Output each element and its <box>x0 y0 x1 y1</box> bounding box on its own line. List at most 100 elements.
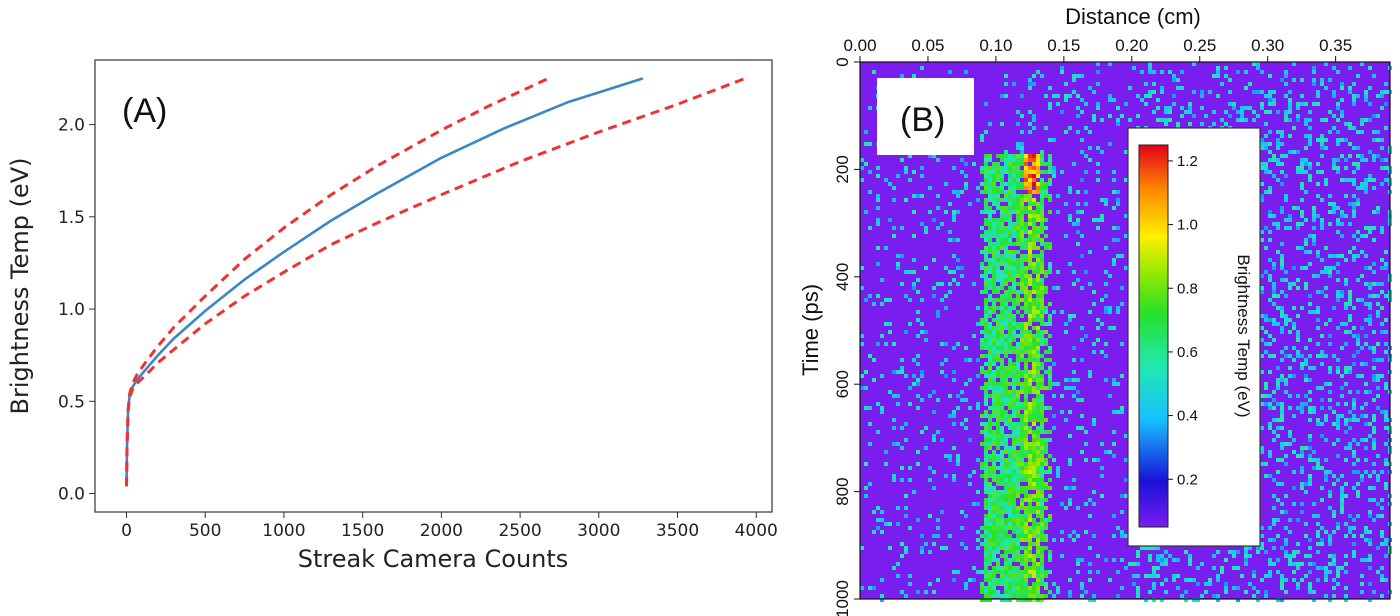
heatmap-cell <box>992 358 996 362</box>
heatmap-cell <box>1040 290 1044 294</box>
heatmap-cell <box>1304 394 1308 398</box>
heatmap-cell <box>920 546 924 550</box>
heatmap-cell <box>1316 290 1320 294</box>
heatmap-cell <box>1012 350 1016 354</box>
heatmap-cell <box>1244 106 1248 110</box>
heatmap-cell <box>1040 406 1044 410</box>
heatmap-cell <box>992 574 996 578</box>
heatmap-cell <box>1040 446 1044 450</box>
heatmap-cell <box>1036 338 1040 342</box>
heatmap-cell <box>924 266 928 270</box>
heatmap-cell <box>988 214 992 218</box>
heatmap-cell <box>1000 230 1004 234</box>
heatmap-cell <box>1040 270 1044 274</box>
heatmap-cell <box>1032 506 1036 510</box>
heatmap-cell <box>1272 478 1276 482</box>
heatmap-cell <box>1020 490 1024 494</box>
heatmap-cell <box>1032 178 1036 182</box>
heatmap-cell <box>884 462 888 466</box>
heatmap-cell <box>1148 62 1152 66</box>
heatmap-cell <box>1144 102 1148 106</box>
heatmap-cell <box>1384 410 1388 414</box>
heatmap-cell <box>1332 442 1336 446</box>
heatmap-cell <box>1020 434 1024 438</box>
heatmap-cell <box>1076 190 1080 194</box>
heatmap-cell <box>988 194 992 198</box>
heatmap-cell <box>992 470 996 474</box>
heatmap-cell <box>876 174 880 178</box>
panel-a-label: (A) <box>122 92 167 130</box>
heatmap-cell <box>1152 582 1156 586</box>
heatmap-cell <box>1044 306 1048 310</box>
heatmap-cell <box>1308 262 1312 266</box>
heatmap-frame <box>859 61 1391 600</box>
heatmap-cell <box>1360 182 1364 186</box>
heatmap-cell <box>1016 290 1020 294</box>
heatmap-cell <box>1008 154 1012 158</box>
heatmap-cell <box>1040 414 1044 418</box>
heatmap-cell <box>1328 370 1332 374</box>
heatmap-cell <box>1252 110 1256 114</box>
heatmap-cell <box>1264 314 1268 318</box>
heatmap-cell <box>992 434 996 438</box>
heatmap-cell <box>884 298 888 302</box>
heatmap-cell <box>900 74 904 78</box>
heatmap-cell <box>1024 222 1028 226</box>
heatmap-cell <box>1308 590 1312 594</box>
heatmap-cell <box>1036 494 1040 498</box>
heatmap-cell <box>1040 334 1044 338</box>
heatmap-cell <box>1380 158 1384 162</box>
heatmap-cell <box>1312 234 1316 238</box>
heatmap-cell <box>1048 322 1052 326</box>
heatmap-cell <box>996 170 1000 174</box>
heatmap-cell <box>1232 586 1236 590</box>
heatmap-cell <box>1340 374 1344 378</box>
heatmap-cell <box>1000 506 1004 510</box>
heatmap-cell <box>1260 102 1264 106</box>
heatmap-cell <box>1016 178 1020 182</box>
heatmap-cell <box>996 334 1000 338</box>
heatmap-cell <box>1280 502 1284 506</box>
heatmap-cell <box>1040 254 1044 258</box>
heatmap-cell <box>1316 386 1320 390</box>
heatmap-cell <box>1344 158 1348 162</box>
heatmap-cell <box>1028 450 1032 454</box>
heatmap-cell <box>988 426 992 430</box>
heatmap-cell <box>1032 470 1036 474</box>
heatmap-cell <box>1024 586 1028 590</box>
heatmap-cell <box>1096 338 1100 342</box>
heatmap-cell <box>1004 254 1008 258</box>
heatmap-cell <box>1344 570 1348 574</box>
heatmap-cell <box>1072 314 1076 318</box>
heatmap-cell <box>1032 410 1036 414</box>
heatmap-cell <box>1352 98 1356 102</box>
heatmap-cell <box>876 342 880 346</box>
heatmap-cell <box>1336 402 1340 406</box>
heatmap-cell <box>1036 414 1040 418</box>
heatmap-cell <box>1076 534 1080 538</box>
heatmap-cell <box>1380 374 1384 378</box>
heatmap-cell <box>1340 178 1344 182</box>
heatmap-cell <box>1008 254 1012 258</box>
heatmap-cell <box>1012 570 1016 574</box>
heatmap-cell <box>1004 382 1008 386</box>
heatmap-cell <box>984 246 988 250</box>
heatmap-cell <box>1348 142 1352 146</box>
heatmap-cell <box>1088 130 1092 134</box>
heatmap-cell <box>1020 458 1024 462</box>
heatmap-cell <box>1004 302 1008 306</box>
heatmap-cell <box>1024 334 1028 338</box>
heatmap-cell <box>1044 450 1048 454</box>
heatmap-cell <box>1036 326 1040 330</box>
heatmap-cell <box>1000 498 1004 502</box>
heatmap-cell <box>1344 418 1348 422</box>
heatmap-cell <box>1260 138 1264 142</box>
heatmap-cell <box>996 186 1000 190</box>
heatmap-cell <box>1012 446 1016 450</box>
heatmap-cell <box>1044 438 1048 442</box>
heatmap-cell <box>1316 354 1320 358</box>
heatmap-cell <box>1040 298 1044 302</box>
heatmap-cell <box>1284 94 1288 98</box>
heatmap-cell <box>1356 186 1360 190</box>
heatmap-cell <box>1316 462 1320 466</box>
